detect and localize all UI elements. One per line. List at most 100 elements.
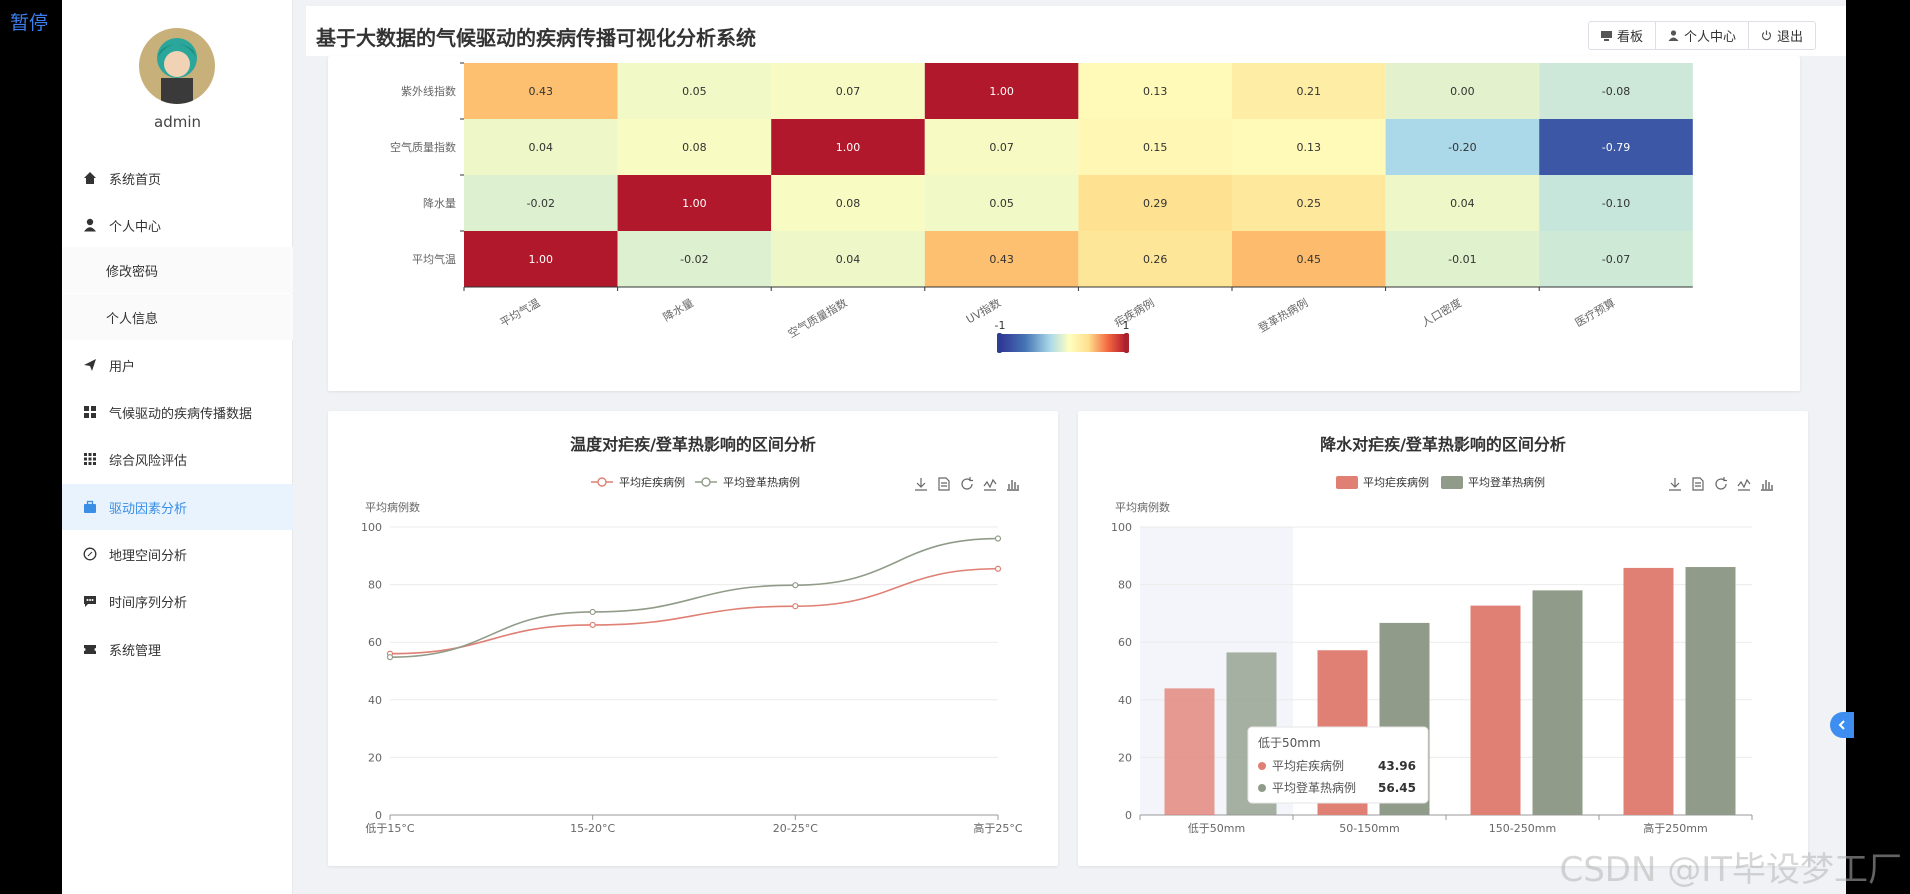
sidebar-item-5[interactable]: 用户	[62, 342, 293, 388]
visual-map-handle-min[interactable]	[997, 333, 1002, 353]
data-point[interactable]	[386, 654, 394, 661]
heatmap-cell	[617, 175, 772, 231]
home-icon	[80, 171, 100, 185]
heatmap-cell-label: 0.04	[836, 253, 861, 266]
chat-icon	[80, 594, 100, 608]
heatmap-cell-label: 0.43	[529, 85, 554, 98]
sidebar-item-9[interactable]: 地理空间分析	[62, 531, 293, 577]
heatmap-cell-label: 0.05	[989, 197, 1014, 210]
heatmap-cell-label: -0.01	[1448, 253, 1476, 266]
bar[interactable]	[1623, 567, 1674, 815]
heatmap-cell	[1539, 231, 1693, 287]
sidebar-item-3[interactable]: 修改密码	[62, 247, 293, 293]
series-line-2	[389, 537, 999, 658]
y-tick-label: 60	[368, 636, 382, 649]
data-point[interactable]	[589, 621, 596, 629]
logout-button[interactable]: 退出	[1749, 22, 1815, 49]
download-icon[interactable]	[1669, 478, 1681, 491]
bar[interactable]	[1164, 688, 1215, 815]
sidebar-item-label: 驱动因素分析	[109, 501, 188, 517]
y-axis-title: 平均病例数	[1115, 500, 1170, 514]
heatmap-cell	[464, 175, 618, 231]
heatmap-cell-label: -0.02	[680, 253, 708, 266]
grid-icon	[80, 405, 100, 419]
data-point[interactable]	[994, 535, 1002, 542]
collapse-toggle[interactable]	[1830, 712, 1854, 738]
heatmap-cell	[1232, 63, 1386, 119]
heatmap-cell	[1539, 119, 1693, 175]
heatmap-cell-label: 1.00	[836, 141, 861, 154]
bar[interactable]	[1685, 567, 1736, 815]
heatmap-cell-label: 1.00	[682, 197, 707, 210]
heatmap-cell-label: -0.08	[1602, 85, 1630, 98]
sidebar-item-8[interactable]: 驱动因素分析	[62, 484, 293, 530]
heatmap-cell-label: -0.79	[1602, 141, 1630, 154]
sidebar-item-4[interactable]: 个人信息	[62, 294, 293, 340]
tooltip-series-name: 平均疟疾病例	[1272, 758, 1344, 773]
y-tick-label: 80	[1118, 579, 1132, 592]
logout-button-label: 退出	[1776, 30, 1803, 45]
legend-label: 平均登革热病例	[1468, 475, 1545, 489]
paper-plane-icon	[80, 358, 100, 372]
tooltip-marker	[1258, 762, 1266, 770]
bar[interactable]	[1470, 605, 1521, 815]
line-switch-icon[interactable]	[1737, 478, 1751, 491]
legend-label: 平均疟疾病例	[1363, 475, 1429, 489]
heatmap-cell	[771, 231, 925, 287]
heatmap-cell	[1539, 175, 1693, 231]
sidebar-item-7[interactable]: 综合风险评估	[62, 436, 293, 482]
heatmap-cell	[617, 231, 772, 287]
data-point[interactable]	[792, 603, 799, 610]
heatmap-cell	[464, 231, 618, 287]
dashboard-button[interactable]: 看板	[1589, 22, 1656, 49]
precipitation-chart-title: 降水对疟疾/登革热影响的区间分析	[1320, 435, 1566, 454]
heatmap-cell-label: -0.10	[1602, 197, 1630, 210]
profile-button[interactable]: 个人中心	[1656, 22, 1749, 49]
heatmap-col-label: 医疗预算	[1572, 295, 1617, 329]
avatar[interactable]	[139, 28, 215, 104]
legend-swatch[interactable]	[1336, 476, 1358, 489]
x-tick-label: 50-150mm	[1339, 822, 1399, 835]
bar-switch-icon[interactable]	[1007, 480, 1019, 491]
data-point[interactable]	[589, 608, 596, 616]
legend-marker[interactable]	[701, 477, 711, 487]
briefcase-icon	[80, 500, 100, 514]
y-tick-label: 20	[1118, 751, 1132, 764]
sidebar-item-2[interactable]: 个人中心	[62, 202, 293, 248]
sidebar-item-1[interactable]: 系统首页	[62, 155, 293, 201]
sidebar-item-label: 用户	[109, 359, 136, 375]
refresh-icon[interactable]	[1715, 477, 1727, 490]
heatmap-cell-label: 0.45	[1297, 253, 1322, 266]
sidebar-item-6[interactable]: 气候驱动的疾病传播数据	[62, 389, 293, 435]
y-tick-label: 20	[368, 751, 382, 764]
heatmap-cell	[1232, 119, 1386, 175]
visual-map-handle-max[interactable]	[1124, 333, 1129, 353]
data-view-icon[interactable]	[938, 477, 950, 491]
pause-label[interactable]: 暂停	[10, 12, 49, 34]
heatmap-cell-label: 0.04	[1450, 197, 1475, 210]
heatmap-cell	[924, 63, 1079, 119]
legend-label: 平均疟疾病例	[619, 475, 685, 489]
data-point[interactable]	[994, 565, 1002, 572]
bar[interactable]	[1532, 590, 1583, 815]
data-point[interactable]	[792, 582, 799, 589]
heatmap-col-label: 降水量	[660, 295, 696, 324]
refresh-icon[interactable]	[961, 477, 973, 490]
heatmap-col-label: 登革热病例	[1256, 295, 1311, 335]
sidebar-item-label: 综合风险评估	[109, 453, 188, 469]
heatmap-cell	[924, 231, 1079, 287]
heatmap-cell-label: 0.21	[1297, 85, 1322, 98]
heatmap-col-label: 疟疾病例	[1112, 295, 1157, 329]
line-switch-icon[interactable]	[983, 478, 997, 491]
download-icon[interactable]	[915, 478, 927, 491]
legend-swatch[interactable]	[1441, 476, 1463, 489]
sidebar-item-11[interactable]: 系统管理	[62, 626, 293, 672]
legend-marker[interactable]	[597, 477, 607, 487]
heatmap-cell-label: 0.26	[1143, 253, 1168, 266]
sidebar-item-10[interactable]: 时间序列分析	[62, 578, 293, 624]
visual-map-bar[interactable]	[1000, 334, 1126, 352]
heatmap-cell-label: 0.13	[1297, 141, 1322, 154]
y-tick-label: 60	[1118, 636, 1132, 649]
data-view-icon[interactable]	[1692, 477, 1704, 491]
bar-switch-icon[interactable]	[1761, 480, 1773, 491]
